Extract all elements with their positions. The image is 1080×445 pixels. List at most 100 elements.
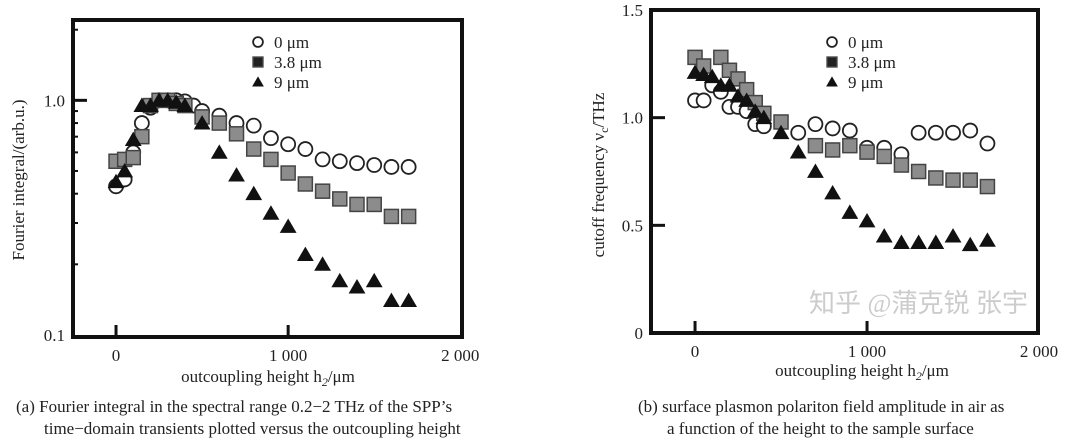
chart-b: 0 1 000 2 000 0 0.5 1.0 1.5 0 μm3.8 μm9 μm cut… [589, 1, 1058, 438]
data-point [876, 148, 892, 165]
data-point [945, 124, 961, 141]
data-point [910, 163, 927, 180]
data-point [365, 272, 383, 288]
data-point [807, 116, 824, 133]
series-square [108, 92, 417, 225]
data-point [296, 246, 314, 262]
x-tick-label: 2 000 [1020, 342, 1058, 361]
data-point [858, 213, 876, 228]
data-point [383, 208, 400, 225]
data-point [383, 292, 400, 308]
data-point [314, 151, 331, 168]
data-point [910, 124, 927, 141]
data-point [713, 49, 729, 66]
data-point [400, 292, 418, 308]
legend: 0 μm3.8 μm9 μm [252, 33, 322, 92]
data-point [210, 144, 228, 159]
legend-triangle-icon [826, 76, 838, 87]
x-axis-label: outcoupling height h2/μm [775, 361, 949, 383]
data-point [824, 185, 842, 200]
data-point [961, 236, 979, 252]
data-point [400, 208, 417, 225]
legend-label: 9 μm [848, 73, 883, 92]
data-point [772, 124, 790, 140]
data-point [738, 92, 756, 107]
tick-layer: 0 1 000 2 000 0 0.5 1.0 1.5 [622, 1, 1058, 361]
data-point [729, 88, 747, 103]
y-axis-label: cutoff frequency νc/THz [589, 92, 611, 257]
data-point [245, 185, 263, 201]
data-point [116, 162, 134, 178]
data-point [807, 163, 824, 178]
data-point [841, 122, 858, 139]
data-point [245, 141, 262, 157]
data-point [280, 165, 296, 181]
data-point [755, 109, 773, 125]
data-point [400, 159, 417, 175]
data-point [746, 103, 764, 118]
data-point [979, 135, 996, 152]
y-tick-label: 1.5 [622, 1, 643, 20]
caption-a-line2: time−domain transients plotted versus th… [44, 419, 461, 438]
watermark: 知乎 @蒲克锐 张宇 [809, 289, 1028, 318]
data-point [133, 115, 150, 131]
data-point [875, 228, 893, 243]
data-layer [107, 92, 418, 308]
data-point [927, 124, 944, 141]
data-point [695, 92, 712, 109]
data-point [314, 256, 331, 271]
data-point [348, 279, 366, 294]
series-square [687, 49, 996, 195]
data-point [193, 115, 211, 130]
series-triangle [686, 64, 996, 252]
x-tick-label: 1 000 [848, 342, 886, 361]
data-point [349, 155, 365, 172]
x-tick-label: 0 [112, 346, 121, 365]
data-point [962, 122, 979, 139]
data-point [893, 157, 910, 173]
data-point [263, 130, 279, 147]
data-point [332, 191, 348, 207]
data-point [944, 228, 962, 243]
data-point [331, 153, 348, 170]
data-point [721, 77, 738, 92]
data-point [176, 97, 194, 112]
data-point [107, 173, 125, 189]
legend-square-icon [826, 56, 838, 68]
data-point [979, 232, 996, 247]
legend-label: 3.8 μm [274, 53, 322, 72]
data-point [790, 124, 807, 141]
legend-circle-icon [826, 36, 838, 48]
data-point [280, 136, 297, 153]
data-point [703, 68, 721, 84]
data-point [979, 178, 996, 195]
y-tick-label: 0.5 [622, 216, 643, 235]
series-triangle [107, 92, 418, 308]
data-point [297, 141, 314, 157]
x-tick-label: 1 000 [269, 346, 307, 365]
data-point [245, 117, 262, 134]
plot-frame [71, 18, 464, 339]
data-point [842, 137, 858, 154]
x-tick-label: 0 [691, 342, 700, 361]
y-tick-label: 1.0 [44, 91, 65, 110]
x-tick-label: 2 000 [441, 346, 479, 365]
legend-label: 9 μm [274, 73, 309, 92]
caption-b-line1: (b) surface plasmon polariton field ampl… [638, 397, 1004, 416]
caption-a-line1: (a) Fourier integral in the spectral ran… [16, 397, 452, 416]
data-point [262, 205, 280, 220]
data-point [807, 137, 824, 154]
caption-b-line2: a function of the height to the sample s… [667, 419, 974, 438]
data-point [928, 170, 944, 186]
chart-a: 0 1 000 2 000 1.0 0.1 0 μm3.8 μm9 μm Fourier… [9, 18, 479, 438]
x-axis-label: outcoupling height h2/μm [181, 367, 355, 389]
data-point [228, 167, 245, 182]
data-point [331, 272, 349, 288]
data-point [910, 234, 928, 249]
data-point [125, 149, 141, 166]
data-point [297, 176, 314, 192]
data-point [263, 151, 279, 168]
y-axis-label: Fourier integral/(arb.u.) [9, 100, 28, 261]
plot-frame [649, 8, 1040, 335]
